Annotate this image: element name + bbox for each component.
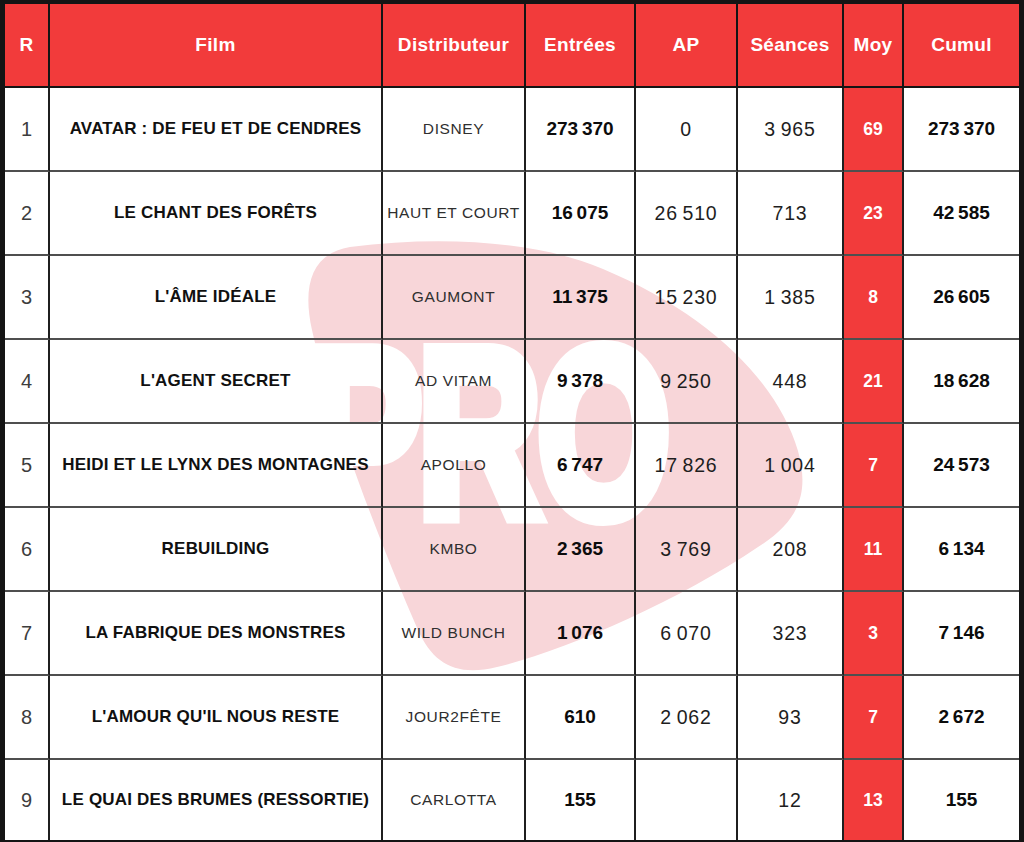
entries-cell: 610	[526, 676, 636, 760]
entries-cell: 273 370	[526, 88, 636, 172]
ap-cell	[636, 760, 738, 840]
rank-cell: 5	[5, 424, 50, 508]
box-office-table: R Film Distributeur Entrées AP Séances M…	[5, 4, 1019, 840]
box-office-table-screenshot: PRO R Film Distributeur Entrées AP Séanc…	[0, 0, 1024, 842]
moy-cell: 3	[844, 592, 904, 676]
distributor-cell: JOUR2FÊTE	[383, 676, 526, 760]
film-title-cell: L'AGENT SECRET	[50, 340, 383, 424]
moy-cell: 13	[844, 760, 904, 840]
distributor-cell: KMBO	[383, 508, 526, 592]
distributor-cell: APOLLO	[383, 424, 526, 508]
cumul-cell: 273 370	[904, 88, 1019, 172]
rank-cell: 6	[5, 508, 50, 592]
rank-cell: 9	[5, 760, 50, 840]
seances-cell: 3 965	[738, 88, 844, 172]
seances-cell: 713	[738, 172, 844, 256]
moy-cell: 7	[844, 424, 904, 508]
film-title-cell: HEIDI ET LE LYNX DES MONTAGNES	[50, 424, 383, 508]
distributor-cell: WILD BUNCH	[383, 592, 526, 676]
seances-cell: 323	[738, 592, 844, 676]
distributor-cell: AD VITAM	[383, 340, 526, 424]
entries-cell: 6 747	[526, 424, 636, 508]
cumul-cell: 2 672	[904, 676, 1019, 760]
cumul-cell: 26 605	[904, 256, 1019, 340]
column-header-seances: Séances	[738, 4, 844, 88]
ap-cell: 2 062	[636, 676, 738, 760]
film-title-cell: AVATAR : DE FEU ET DE CENDRES	[50, 88, 383, 172]
ap-cell: 6 070	[636, 592, 738, 676]
entries-cell: 16 075	[526, 172, 636, 256]
film-title-cell: LE CHANT DES FORÊTS	[50, 172, 383, 256]
film-title-cell: L'AMOUR QU'IL NOUS RESTE	[50, 676, 383, 760]
ap-cell: 3 769	[636, 508, 738, 592]
ap-cell: 9 250	[636, 340, 738, 424]
film-title-cell: L'ÂME IDÉALE	[50, 256, 383, 340]
entries-cell: 9 378	[526, 340, 636, 424]
moy-cell: 21	[844, 340, 904, 424]
seances-cell: 12	[738, 760, 844, 840]
ap-cell: 0	[636, 88, 738, 172]
seances-cell: 93	[738, 676, 844, 760]
moy-cell: 69	[844, 88, 904, 172]
seances-cell: 448	[738, 340, 844, 424]
distributor-cell: HAUT ET COURT	[383, 172, 526, 256]
distributor-cell: DISNEY	[383, 88, 526, 172]
moy-cell: 23	[844, 172, 904, 256]
film-title-cell: LA FABRIQUE DES MONSTRES	[50, 592, 383, 676]
distributor-cell: CARLOTTA	[383, 760, 526, 840]
column-header-distributor: Distributeur	[383, 4, 526, 88]
rank-cell: 1	[5, 88, 50, 172]
film-title-cell: LE QUAI DES BRUMES (RESSORTIE)	[50, 760, 383, 840]
entries-cell: 2 365	[526, 508, 636, 592]
rank-cell: 2	[5, 172, 50, 256]
column-header-cumul: Cumul	[904, 4, 1019, 88]
column-header-rank: R	[5, 4, 50, 88]
column-header-moy: Moy	[844, 4, 904, 88]
entries-cell: 11 375	[526, 256, 636, 340]
seances-cell: 1 385	[738, 256, 844, 340]
film-title-cell: REBUILDING	[50, 508, 383, 592]
cumul-cell: 6 134	[904, 508, 1019, 592]
cumul-cell: 155	[904, 760, 1019, 840]
cumul-cell: 42 585	[904, 172, 1019, 256]
moy-cell: 11	[844, 508, 904, 592]
seances-cell: 208	[738, 508, 844, 592]
distributor-cell: GAUMONT	[383, 256, 526, 340]
cumul-cell: 18 628	[904, 340, 1019, 424]
entries-cell: 1 076	[526, 592, 636, 676]
rank-cell: 8	[5, 676, 50, 760]
rank-cell: 3	[5, 256, 50, 340]
moy-cell: 8	[844, 256, 904, 340]
rank-cell: 7	[5, 592, 50, 676]
column-header-ap: AP	[636, 4, 738, 88]
entries-cell: 155	[526, 760, 636, 840]
column-header-entries: Entrées	[526, 4, 636, 88]
column-header-film: Film	[50, 4, 383, 88]
moy-cell: 7	[844, 676, 904, 760]
cumul-cell: 7 146	[904, 592, 1019, 676]
cumul-cell: 24 573	[904, 424, 1019, 508]
rank-cell: 4	[5, 340, 50, 424]
seances-cell: 1 004	[738, 424, 844, 508]
ap-cell: 15 230	[636, 256, 738, 340]
ap-cell: 26 510	[636, 172, 738, 256]
ap-cell: 17 826	[636, 424, 738, 508]
